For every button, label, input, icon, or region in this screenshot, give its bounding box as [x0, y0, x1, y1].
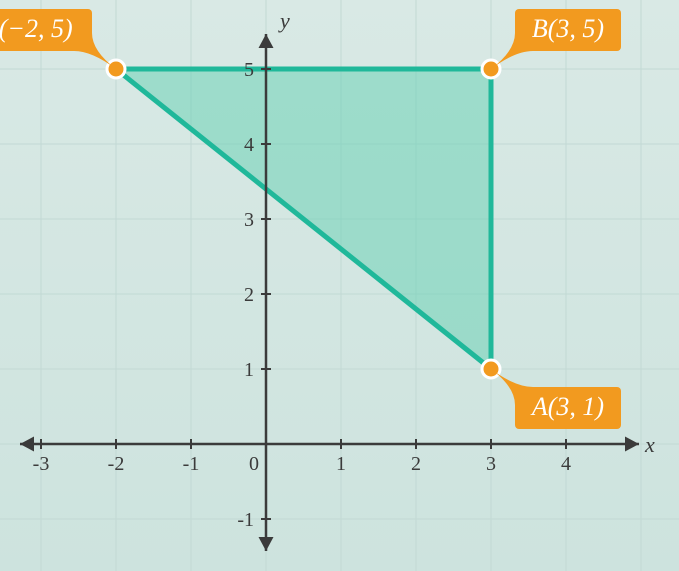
y-axis-label: y — [278, 8, 290, 33]
x-axis-label: x — [644, 432, 655, 457]
label-B-text: B(3, 5) — [532, 14, 604, 43]
x-tick-label: 2 — [411, 453, 421, 475]
x-tick-label: 0 — [249, 453, 259, 475]
plane-svg: -3 -2 -1 0 1 2 3 4 -1 1 2 3 4 5 x y C(−2, 5) B(3, 5) A(3, … — [0, 0, 679, 571]
label-C: C(−2, 5) — [0, 9, 116, 69]
x-tick-label: 3 — [486, 453, 496, 475]
y-tick-label: 5 — [244, 59, 254, 81]
label-B: B(3, 5) — [491, 9, 621, 69]
x-tick-label: -2 — [108, 453, 125, 475]
x-tick-label: 4 — [561, 453, 571, 475]
label-C-text: C(−2, 5) — [0, 14, 73, 43]
y-tick-label: 3 — [244, 209, 254, 231]
x-tick-label: -1 — [183, 453, 200, 475]
label-A-text: A(3, 1) — [530, 392, 604, 421]
y-tick-label: 2 — [244, 284, 254, 306]
x-tick-label: 1 — [336, 453, 346, 475]
coordinate-plane: -3 -2 -1 0 1 2 3 4 -1 1 2 3 4 5 x y C(−2, 5) B(3, 5) A(3, … — [0, 0, 679, 571]
label-A: A(3, 1) — [491, 369, 621, 429]
y-tick-label: 1 — [244, 359, 254, 381]
x-tick-label: -3 — [33, 453, 50, 475]
y-tick-label: -1 — [237, 509, 254, 531]
y-tick-label: 4 — [244, 134, 254, 156]
